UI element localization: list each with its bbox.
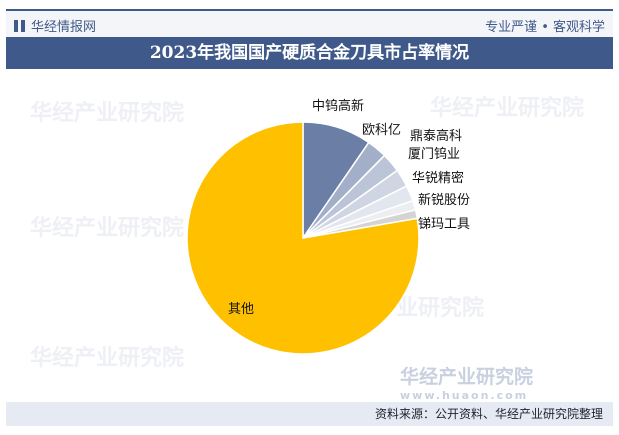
slice-label: 鼎泰高科 — [410, 128, 462, 144]
brand-name: 华经情报网 — [31, 20, 97, 35]
brand: 华经情报网 — [14, 16, 96, 35]
chart-title: 2023年我国国产硬质合金刀具市占率情况 — [6, 37, 613, 69]
book-icon — [14, 19, 25, 32]
slice-label: 华锐精密 — [412, 170, 464, 186]
source-footer: 资料来源：公开资料、华经产业研究院整理 — [6, 402, 613, 426]
watermark: 华经产业研究院 — [30, 101, 185, 126]
top-rule — [6, 9, 613, 11]
slice-label: 厦门钨业 — [408, 146, 460, 162]
slice-label: 锑玛工具 — [418, 217, 470, 232]
watermark: 华经产业研究院 — [430, 96, 585, 121]
slice-label: 其他 — [228, 302, 254, 317]
slogan: 专业严谨 • 客观科学 — [485, 20, 605, 35]
slice-label: 中钨高新 — [312, 98, 364, 114]
pie-slice-8 — [186, 121, 420, 355]
watermark: 华经产业研究院 — [30, 216, 185, 241]
logo-watermark: 华经产业研究院 www.huaon.com — [400, 366, 534, 402]
header-bar — [6, 11, 613, 37]
slice-label: 欧科亿 — [362, 123, 401, 138]
watermark: 华经产业研究院 — [30, 346, 185, 371]
slice-label: 新锐股份 — [418, 192, 470, 208]
